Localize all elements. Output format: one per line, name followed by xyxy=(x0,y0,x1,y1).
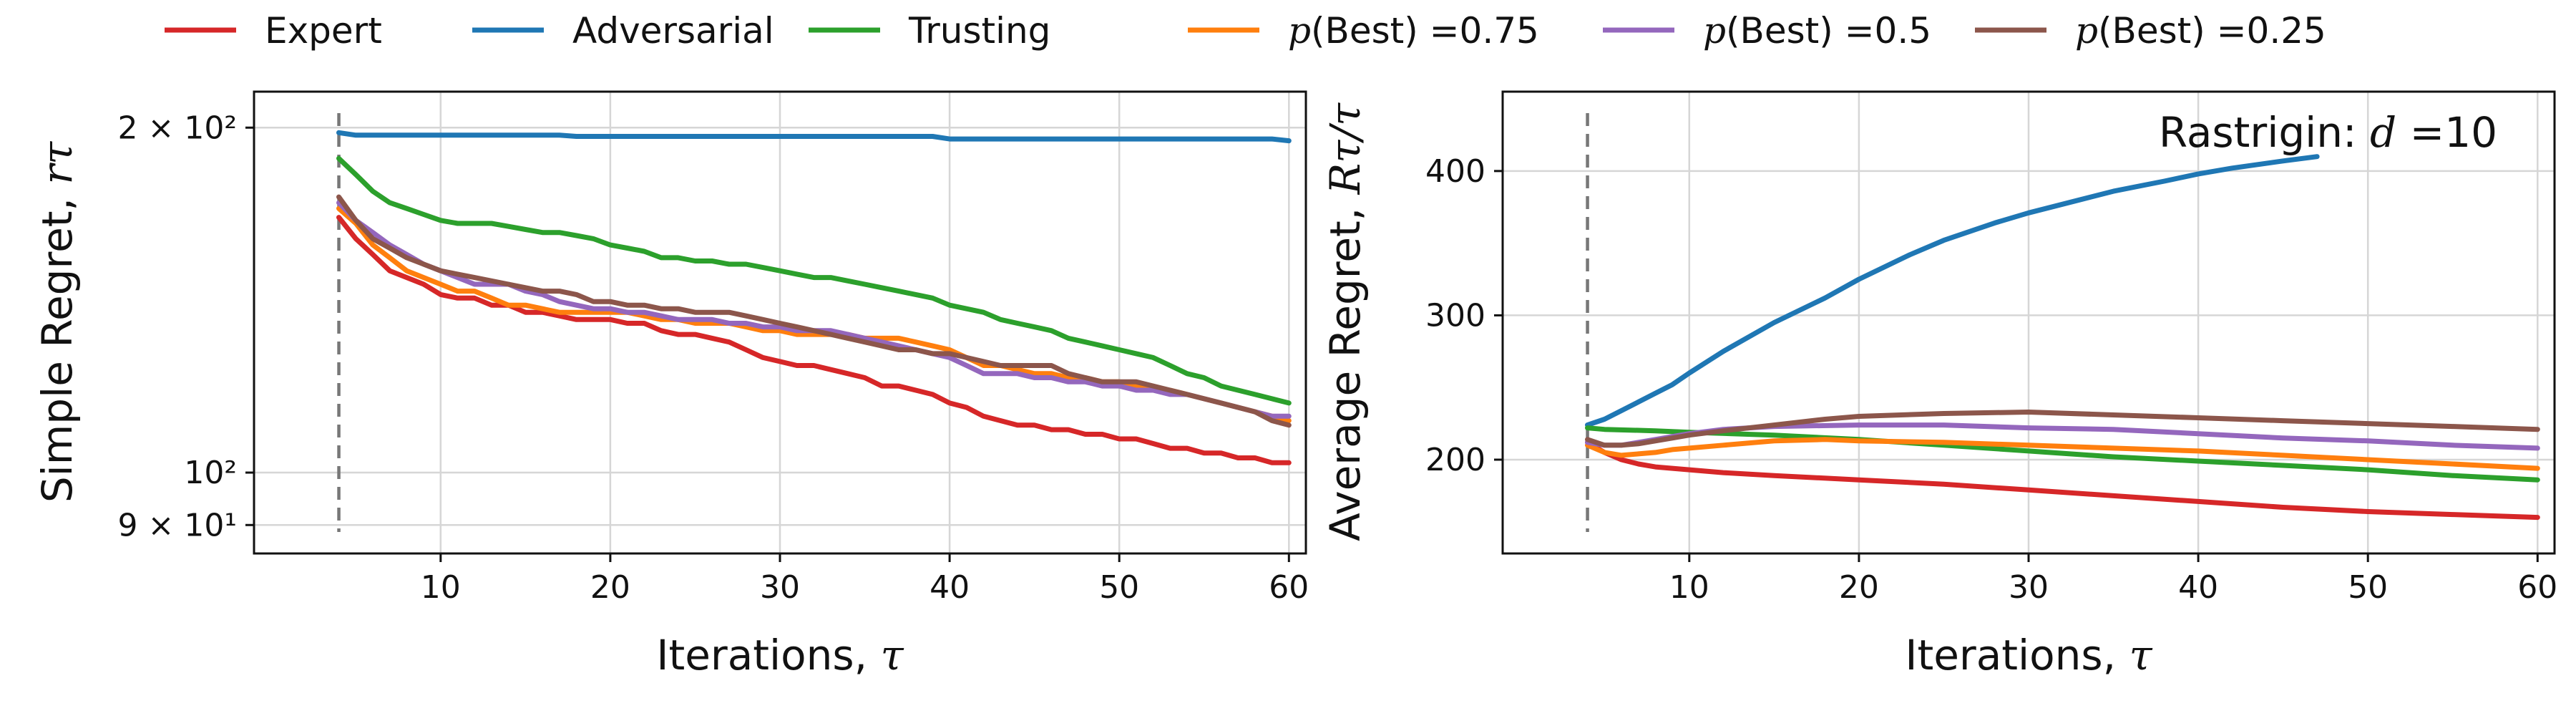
legend-item-trusting: Trusting xyxy=(809,10,1050,52)
y-axis-label: Simple Regret, rτ xyxy=(33,141,82,503)
series-line-adversarial xyxy=(336,130,1292,144)
legend-label: Expert xyxy=(265,10,382,52)
x-tick-label: 60 xyxy=(1269,569,1309,606)
series-line-p-best-0-75 xyxy=(1585,437,2540,471)
x-tick-label: 30 xyxy=(760,569,800,606)
series-line-trusting xyxy=(1585,425,2540,483)
series-line-adversarial xyxy=(1585,154,2320,428)
legend-item-adversarial: Adversarial xyxy=(472,10,774,52)
x-axis-label: Iterations, τ xyxy=(1905,631,2152,679)
legend-item-p-best-0-75: p(Best) =0.75 xyxy=(1188,10,1539,52)
x-tick-label: 50 xyxy=(1099,569,1139,606)
legend: Expert Adversarial Trusting p(Best) =0.75 p(… xyxy=(165,10,2326,52)
series-line-p-best-0-25 xyxy=(1585,410,2540,448)
legend-label: p(Best) =0.5 xyxy=(1703,10,1931,52)
x-tick-label: 20 xyxy=(590,569,630,606)
x-tick-label: 40 xyxy=(930,569,970,606)
x-tick-label: 10 xyxy=(1669,569,1709,606)
plot-annotation: Rastrigin: d =10 xyxy=(2159,108,2497,157)
x-tick-label: 10 xyxy=(421,569,461,606)
series-line-expert xyxy=(336,215,1292,465)
legend-label: p(Best) =0.75 xyxy=(1288,10,1539,52)
x-tick-label: 30 xyxy=(2009,569,2049,606)
series-line-p-best-0-75 xyxy=(336,205,1292,423)
y-tick-label: 9 × 10¹ xyxy=(118,507,237,543)
y-tick-label: 200 xyxy=(1425,442,1485,478)
series-line-p-best-0-25 xyxy=(336,194,1292,428)
y-tick-label: 10² xyxy=(184,455,237,491)
x-tick-label: 60 xyxy=(2517,569,2557,606)
y-tick-label: 300 xyxy=(1425,297,1485,334)
y-axis-label: Average Regret, Rτ/τ xyxy=(1321,102,1370,541)
x-axis-label: Iterations, τ xyxy=(656,631,904,679)
x-tick-label: 40 xyxy=(2178,569,2218,606)
simple-regret-panel: 10 20 30 40 50 60 2 × 10² 10² 9 × 10¹ Iterations… xyxy=(33,90,1309,679)
legend-label: Adversarial xyxy=(572,10,774,52)
series-line-trusting xyxy=(336,155,1292,406)
y-tick-label: 400 xyxy=(1425,153,1485,190)
x-tick-label: 20 xyxy=(1839,569,1879,606)
legend-item-p-best-0-25: p(Best) =0.25 xyxy=(1975,10,2326,52)
legend-item-expert: Expert xyxy=(165,10,382,52)
series-line-expert xyxy=(1585,440,2540,521)
legend-item-p-best-0-5: p(Best) =0.5 xyxy=(1603,10,1931,52)
x-tick-label: 50 xyxy=(2348,569,2388,606)
y-tick-label: 2 × 10² xyxy=(118,110,237,146)
legend-label: Trusting xyxy=(908,10,1050,52)
average-regret-panel: 10 20 30 40 50 60 200 300 400 Iterations, τ Aver… xyxy=(1321,90,2557,679)
legend-label: p(Best) =0.25 xyxy=(2075,10,2326,52)
